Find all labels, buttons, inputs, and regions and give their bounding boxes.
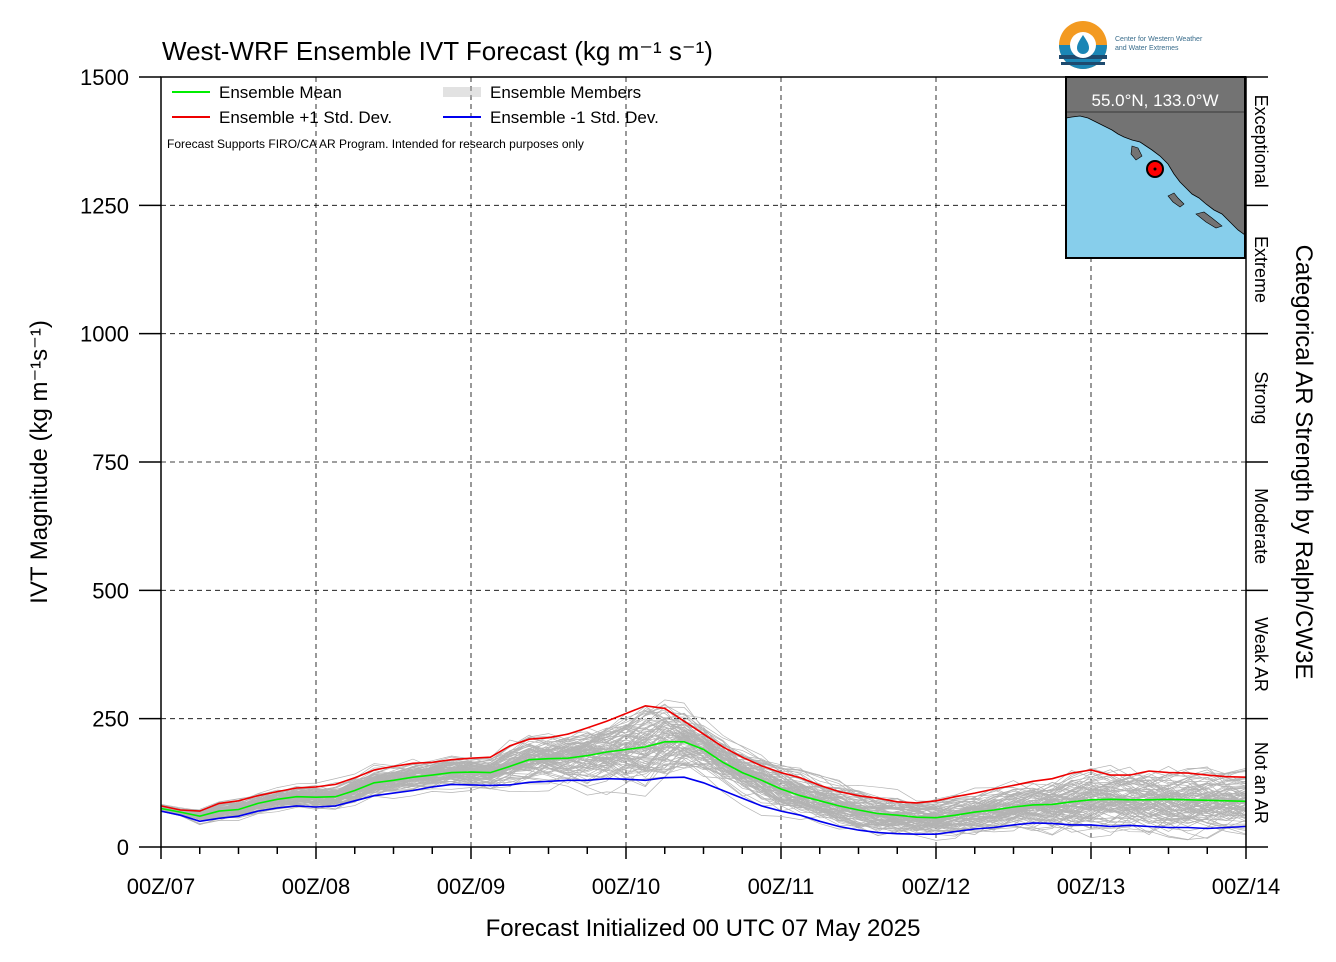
category-label: Strong [1251,371,1271,424]
x-tick-label: 00Z/10 [592,874,661,899]
right-axis-title: Categorical AR Strength by Ralph/CW3E [1290,245,1317,680]
ensemble-members [160,699,1247,841]
x-tick-label: 00Z/13 [1057,874,1126,899]
ensemble-member-line [160,725,1247,817]
y-tick-label: 0 [117,835,129,860]
y-axis: 0 250 500 750 1000 1250 1500 [80,65,161,860]
logo-text-line1: Center for Western Weather [1115,36,1203,43]
legend-label-members: Ensemble Members [490,83,641,102]
inset-location-label: 55.0°N, 133.0°W [1092,91,1219,110]
ensemble-member-line [160,759,1247,832]
ensemble-member-line [160,711,1247,819]
research-note: Forecast Supports FIRO/CA AR Program. In… [167,137,584,151]
ensemble-member-line [160,745,1247,821]
x-tick-label: 00Z/09 [437,874,506,899]
x-tick-label: 00Z/14 [1212,874,1281,899]
y-tick-label: 1000 [80,322,129,347]
legend-label-mean: Ensemble Mean [219,83,342,102]
ar-category-axis: Not an AR Weak AR Moderate Strong Extreme Exc… [1246,76,1271,848]
ensemble-member-line [160,709,1247,821]
category-label: Moderate [1251,488,1271,564]
water-drop-icon [1077,35,1089,54]
y-axis-title: IVT Magnitude (kg m⁻¹s⁻¹) [26,320,53,604]
x-axis-title: Forecast Initialized 00 UTC 07 May 2025 [486,915,921,942]
land-mass [1065,76,1246,236]
ensemble-member-line [160,728,1247,827]
legend: Ensemble Mean Ensemble +1 Std. Dev. Ense… [172,83,659,127]
ensemble-member-line [160,720,1247,819]
y-tick-label: 750 [92,450,129,475]
chart-title: West-WRF Ensemble IVT Forecast (kg m⁻¹ s… [162,36,713,66]
x-tick-label: 00Z/11 [748,874,815,899]
x-axis: 00Z/07 00Z/08 00Z/09 00Z/10 00Z/11 00Z/12 00Z/… [127,847,1281,899]
ensemble-member-line [160,734,1247,826]
cw3e-logo: Center for Western Weather and Water Ext… [1059,21,1203,69]
gridlines [161,77,1246,847]
y-tick-label: 1250 [80,193,129,218]
legend-label-minus-sd: Ensemble -1 Std. Dev. [490,108,659,127]
ensemble-member-line [160,750,1247,819]
logo-text-line2: and Water Extremes [1115,45,1179,52]
y-tick-label: 250 [92,707,129,732]
category-label: Not an AR [1251,742,1271,824]
x-tick-label: 00Z/07 [127,874,196,899]
category-label: Extreme [1251,236,1271,303]
ensemble-member-line [160,739,1247,818]
x-tick-label: 00Z/08 [282,874,351,899]
ensemble-mean-line [160,740,1247,819]
category-label: Weak AR [1251,617,1271,692]
minus-std-dev-line [160,776,1247,836]
ensemble-stat-lines [160,704,1247,836]
y-tick-label: 500 [92,578,129,603]
x-tick-label: 00Z/12 [902,874,971,899]
inset-map: 55.0°N, 133.0°W [1065,76,1246,259]
ensemble-member-line [160,746,1247,814]
category-label: Exceptional [1251,95,1271,188]
legend-swatch-members [443,87,481,97]
legend-label-plus-sd: Ensemble +1 Std. Dev. [219,108,392,127]
y-tick-label: 1500 [80,65,129,90]
plus-std-dev-line [160,704,1247,812]
